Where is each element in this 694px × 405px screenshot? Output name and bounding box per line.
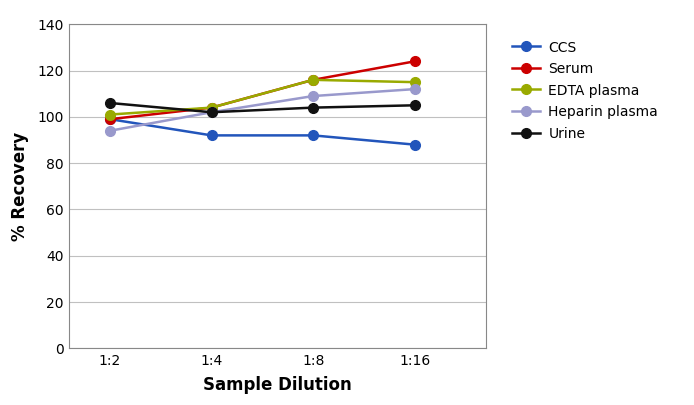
Urine — [106, 100, 115, 105]
Urine — [309, 105, 317, 110]
Line: Serum: Serum — [105, 56, 420, 124]
Serum — [411, 59, 419, 64]
X-axis label: Sample Dilution: Sample Dilution — [203, 376, 352, 394]
CCS — [309, 133, 317, 138]
EDTA plasma — [208, 105, 216, 110]
Serum — [208, 105, 216, 110]
CCS — [208, 133, 216, 138]
CCS — [411, 142, 419, 147]
Heparin plasma — [106, 128, 115, 133]
CCS — [106, 117, 115, 121]
Heparin plasma — [411, 87, 419, 92]
Legend: CCS, Serum, EDTA plasma, Heparin plasma, Urine: CCS, Serum, EDTA plasma, Heparin plasma,… — [509, 38, 661, 144]
Serum — [309, 77, 317, 82]
Line: Urine: Urine — [105, 98, 420, 117]
Heparin plasma — [208, 110, 216, 115]
Urine — [208, 110, 216, 115]
Serum — [106, 117, 115, 121]
Line: CCS: CCS — [105, 114, 420, 149]
Heparin plasma — [309, 94, 317, 98]
Line: EDTA plasma: EDTA plasma — [105, 75, 420, 119]
Line: Heparin plasma: Heparin plasma — [105, 84, 420, 136]
Y-axis label: % Recovery: % Recovery — [11, 132, 29, 241]
EDTA plasma — [309, 77, 317, 82]
EDTA plasma — [411, 80, 419, 85]
EDTA plasma — [106, 112, 115, 117]
Urine — [411, 103, 419, 108]
